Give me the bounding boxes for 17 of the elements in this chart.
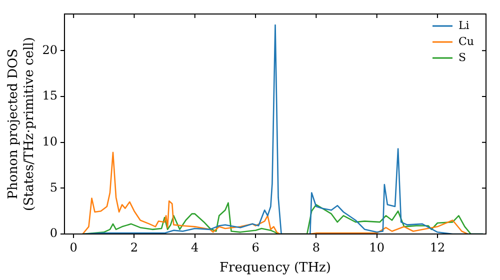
y-tick-label: 10 [42,134,58,148]
x-tick-label: 10 [369,240,384,254]
y-axis-title: Phonon projected DOS (States/THz·primitive cell) [6,36,37,212]
y-tick-label: 0 [50,226,58,240]
x-tick-label: 12 [430,240,446,254]
y-tick-label: 20 [42,42,58,57]
legend-label: Cu [458,34,474,48]
x-tick-label: 2 [130,240,138,254]
y-tick-label: 5 [50,180,58,194]
y-tick-label: 15 [42,88,58,103]
x-tick-label: 8 [312,240,320,254]
legend-label: Li [458,18,470,32]
x-tick-label: 4 [191,240,200,254]
legend-label: S [458,50,466,64]
x-tick-label: 6 [252,240,260,254]
x-tick-label: 0 [70,240,78,254]
x-axis-title: Frequency (THz) [220,260,331,276]
